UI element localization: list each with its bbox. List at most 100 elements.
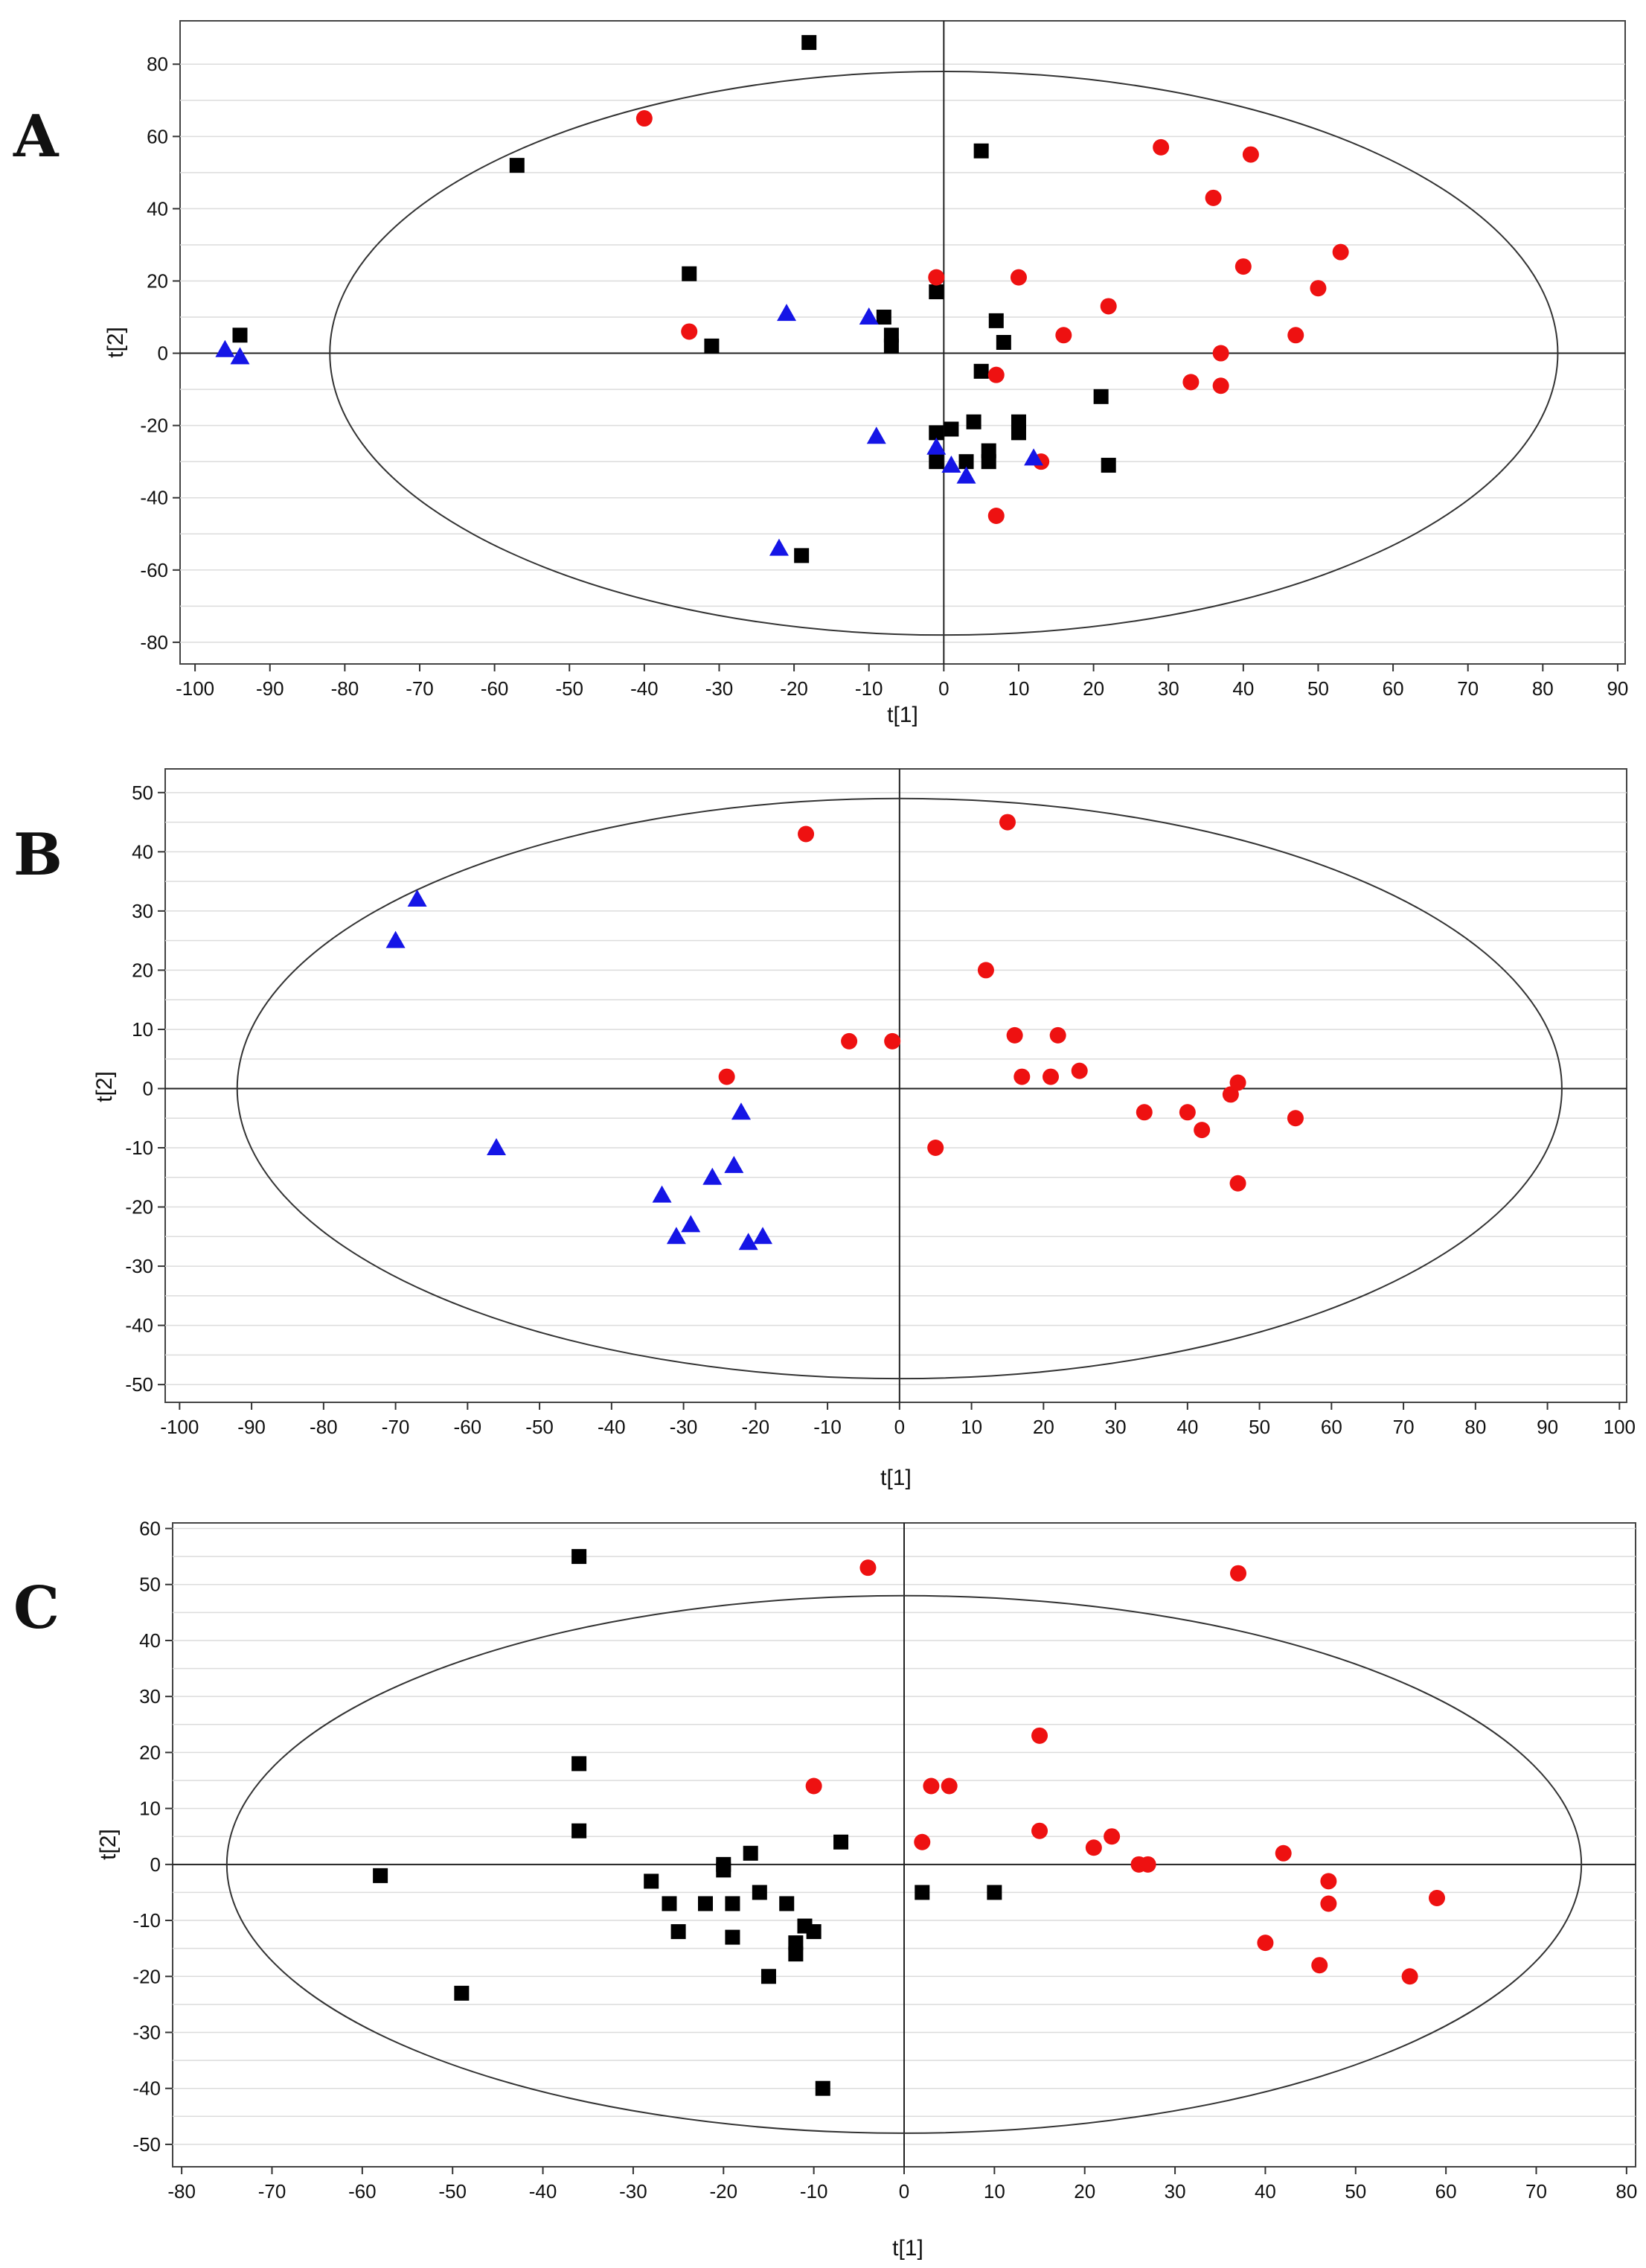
panel-b-x-axis-title: t[1] [880, 1466, 912, 1490]
panel-b-group-red-circle-point [798, 825, 815, 843]
panel-b-y-tick-label: -30 [125, 1255, 153, 1277]
panel-a-y-tick-label: 80 [147, 53, 168, 75]
panel-a-group-black-square-point [232, 328, 248, 343]
panel-a-group-red-circle-point [1010, 269, 1027, 286]
panel-c-group-black-square-point [815, 2080, 830, 2096]
panel-b-group-blue-triangle-point [731, 1102, 751, 1120]
panel-c-group-black-square-point [806, 1924, 822, 1940]
panel-a-group-red-circle-point [1242, 146, 1259, 163]
panel-b-group-red-circle-point [1049, 1026, 1066, 1044]
panel-a-group-black-square-point [1101, 458, 1116, 473]
panel-a-group-red-circle-point [1182, 374, 1200, 391]
panel-b-group-red-circle-point [1071, 1062, 1088, 1079]
panel-b-group-red-circle-point [1229, 1074, 1246, 1091]
panel-c-group-black-square-point [915, 1885, 930, 1900]
panel-b-group-blue-triangle-point [652, 1185, 672, 1203]
panel-a-y-tick-label: -80 [140, 631, 168, 654]
panel-c-group-black-square-point [779, 1896, 795, 1911]
panel-c-group-black-square-point [743, 1845, 758, 1861]
panel-b-x-tick-label: 40 [1176, 1416, 1198, 1438]
panel-b-y-tick-label: 0 [143, 1077, 153, 1099]
panel-a-x-tick-label: 30 [1158, 677, 1179, 700]
panel-c-x-tick-label: 30 [1165, 2180, 1186, 2202]
panel-a-y-tick-label: 60 [147, 125, 168, 147]
panel-a-group-black-square-point [988, 313, 1004, 328]
panel-b-y-axis-title: t[2] [92, 1071, 117, 1102]
panel-b-x-tick-label: -50 [525, 1416, 554, 1438]
panel-c-x-tick-label: -40 [529, 2180, 557, 2202]
panel-a-y-tick-label: -20 [140, 415, 168, 437]
panel-c-group-red-circle-point [1139, 1856, 1156, 1873]
panel-c-group-black-square-point [571, 1756, 587, 1772]
panel-c-y-tick-label: 50 [139, 1574, 161, 1596]
panel-c-x-tick-label: 20 [1074, 2180, 1095, 2202]
panel-b-group-red-circle-point [1229, 1175, 1246, 1192]
panel-b-group-red-circle-point [927, 1140, 944, 1157]
panel-b-x-tick-label: 20 [1033, 1416, 1054, 1438]
panel-a-group-black-square-point [1011, 425, 1026, 441]
panel-a-confidence-ellipse [329, 70, 1559, 636]
panel-a-x-tick-label: 20 [1083, 677, 1104, 700]
panel-b-y-tick-label: -50 [125, 1373, 153, 1396]
panel-a-group-red-circle-point [681, 323, 698, 340]
panel-a-x-axis-title: t[1] [887, 703, 918, 727]
panel-b-y-tick-label: 10 [132, 1018, 153, 1041]
panel-a-group-black-square-point [883, 338, 899, 354]
panel-c-group-black-square-point [373, 1868, 388, 1883]
panel-c-group-red-circle-point [805, 1777, 822, 1795]
panel-b-group-red-circle-point [1287, 1110, 1304, 1127]
panel-a-group-black-square-point [1093, 389, 1109, 404]
panel-c-group-red-circle-point [1311, 1957, 1328, 1974]
panel-a-group-red-circle-point [987, 366, 1005, 383]
panel-b-x-tick-label: 10 [961, 1416, 982, 1438]
panel-b-group-blue-triangle-point [385, 930, 406, 948]
panel-a-group-red-circle-point [987, 507, 1005, 524]
panel-b-gridlines [165, 792, 1627, 1385]
panel-b-group-blue-triangle-point [738, 1233, 758, 1250]
panel-a-group-black-square-point [794, 548, 810, 563]
panel-a-group-red-circle-point [928, 269, 945, 286]
panel-c-ellipse [225, 1594, 1583, 2134]
panel-a-group-blue-triangle-point [1024, 448, 1044, 466]
panel-a-group-black-square-point [801, 35, 817, 51]
panel-a-x-tick-label: 0 [938, 677, 949, 700]
panel-a-x-tick-label: 50 [1307, 677, 1329, 700]
panel-b-group-red-circle-point [718, 1068, 735, 1085]
panel-a-group-black-square-point [704, 338, 720, 354]
panel-b-group-blue-triangle-point [407, 889, 427, 907]
panel-a-group-black-square-point [509, 158, 525, 173]
panel-a-group-red-circle-point [1332, 243, 1349, 261]
panel-b-x-tick-label: -10 [813, 1416, 842, 1438]
panel-a-group-blue-triangle-point [859, 307, 879, 325]
panel-a-x-tick-label: -40 [630, 677, 659, 700]
panel-a-group-red-circle-point [1287, 327, 1304, 344]
panel-c-group-red-circle-point [1401, 1968, 1418, 1985]
panel-letter-c: C [13, 1574, 60, 1642]
panel-b-group-red-circle-point [1006, 1026, 1023, 1044]
panel-a-x-tick-label: -90 [256, 677, 284, 700]
panel-a-x-tick-label: 60 [1383, 677, 1404, 700]
panel-c-y-tick-label: -10 [132, 1909, 161, 1932]
panel-c-x-tick-label: 40 [1255, 2180, 1276, 2202]
panel-b-x-tick-label: 0 [894, 1416, 905, 1438]
panel-a-group-black-square-point [929, 284, 944, 300]
panel-b-x-tick-label: -30 [670, 1416, 698, 1438]
panel-c-x-tick-label: -80 [167, 2180, 196, 2202]
panel-letter-a: A [13, 103, 60, 170]
panel-a-group-blue-triangle-point [769, 538, 789, 556]
panel-b-data-points [385, 814, 1304, 1250]
panel-a-y-axis-title: t[2] [103, 327, 128, 358]
panel-a-group-blue-triangle-point [926, 437, 947, 455]
panel-a-x-tick-label: -10 [855, 677, 883, 700]
panel-b-y-tick-label: 30 [132, 900, 153, 922]
panel-c-group-red-circle-point [1104, 1828, 1121, 1845]
panel-a-x-tick-label: -70 [406, 677, 434, 700]
panel-c-group-red-circle-point [1320, 1895, 1337, 1912]
panel-c-group-red-circle-point [941, 1777, 958, 1795]
panel-a-group-black-square-point [876, 310, 891, 325]
panel-a-group-black-square-point [981, 454, 996, 470]
panel-c-y-tick-label: 60 [139, 1518, 161, 1540]
panel-a-group-black-square-point [944, 421, 959, 437]
panel-c-plot: -80 -70 -60 -50 -40 -30 -20 -10 0 10 20 30 40 50 60 70 8… [96, 1518, 1637, 2261]
panel-c-y-tick-label: 10 [139, 1798, 161, 1820]
